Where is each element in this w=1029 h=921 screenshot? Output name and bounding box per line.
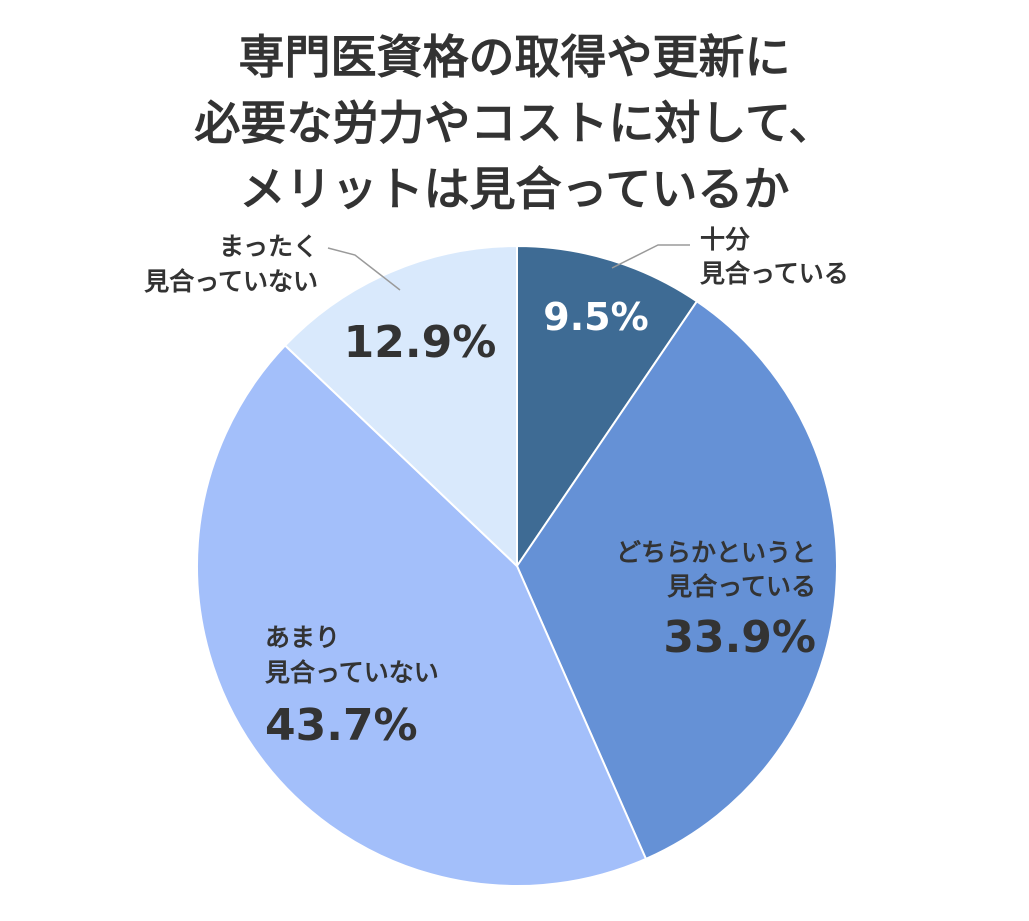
slice-label-2-line-2: 見合っていない [265, 658, 439, 687]
slice-label-1-line-2: 見合っている [667, 572, 816, 601]
slice-label-2-line-1: あまり [265, 623, 340, 652]
chart-title-line-2: 必要な労力やコストに対して、 [194, 96, 835, 150]
slice-label-3-line-2: 見合っていない [144, 267, 318, 296]
slice-label-3-line-1: まったく [219, 232, 318, 261]
chart-title: 専門医資格の取得や更新に 必要な労力やコストに対して、 メリットは見合っているか [0, 24, 1029, 222]
slice-label-0-line-2: 見合っている [700, 259, 849, 288]
slice-value-1: 33.9% [663, 612, 816, 663]
slice-value-2: 43.7% [265, 700, 418, 751]
pie-slices [196, 244, 839, 888]
chart-title-line-3: メリットは見合っているか [239, 162, 790, 216]
pie-slice-2 [196, 344, 648, 888]
leader-lines [327, 244, 690, 291]
pie-slice-1 [515, 299, 839, 861]
pie-slice-0 [516, 244, 699, 570]
slice-label-1-line-1: どちらかというと [616, 538, 816, 567]
slice-value-0: 9.5% [543, 295, 648, 339]
slice-label-0-line-1: 十分 [700, 225, 750, 254]
pie-slice-3 [283, 244, 518, 569]
leader-line-3 [327, 247, 401, 291]
leader-line-0 [611, 244, 690, 269]
chart-title-line-1: 専門医資格の取得や更新に [238, 30, 791, 84]
slice-value-3: 12.9% [344, 317, 497, 368]
